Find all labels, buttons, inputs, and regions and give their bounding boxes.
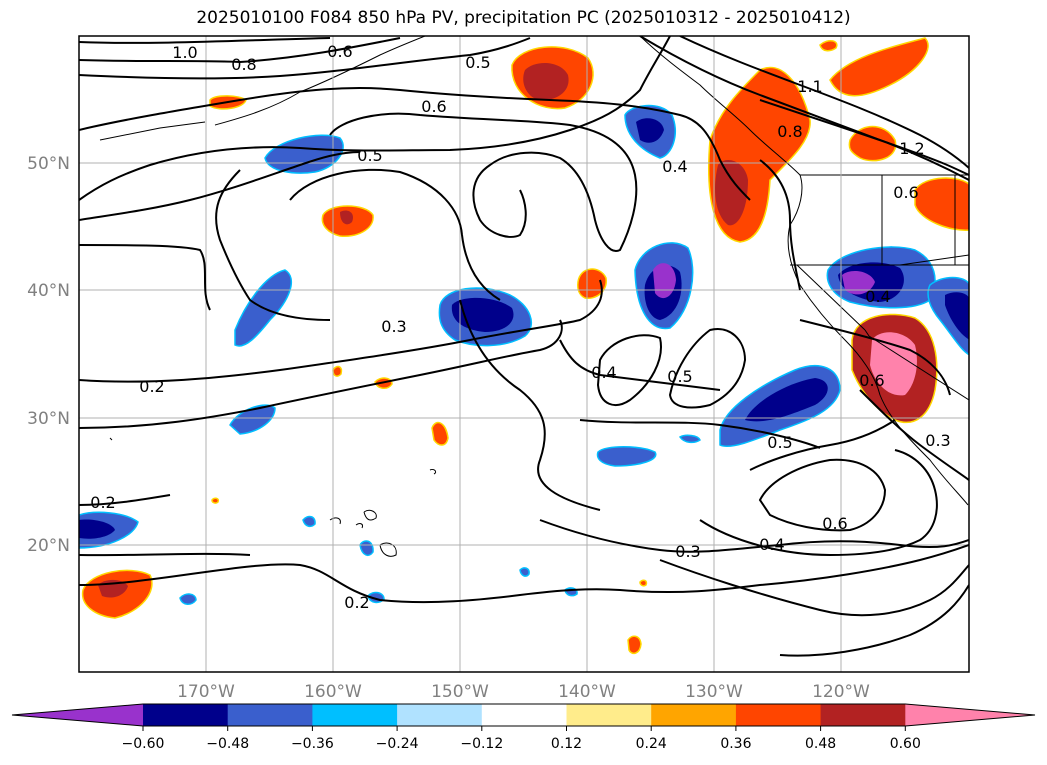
colorbar-segment	[397, 704, 483, 726]
colorbar-tick-label: 0.60	[890, 736, 921, 752]
contour-label: 0.3	[381, 317, 406, 336]
lon-label-140w: 140°W	[558, 682, 616, 702]
colorbar-tick-label: 0.48	[805, 736, 836, 752]
lat-label-40n: 40°N	[27, 281, 70, 301]
colorbar-segment	[820, 704, 906, 726]
contour-label: 0.5	[357, 146, 382, 165]
colorbar-segment	[481, 704, 567, 726]
precipitation-negative-areas	[79, 104, 969, 605]
contour-label: 0.3	[675, 542, 700, 561]
contour-label: 0.5	[667, 367, 692, 386]
map-title: 2025010100 F084 850 hPa PV, precipitatio…	[196, 8, 851, 28]
pv-contour-labels: 1.0 0.8 0.6 0.5 0.6 0.5 0.4 0.3 0.2 0.2 …	[90, 42, 950, 612]
pv-contours	[79, 36, 969, 657]
colorbar-tick-label: 0.12	[551, 736, 582, 752]
contour-label: 0.4	[662, 157, 687, 176]
contour-label: 0.4	[865, 287, 890, 306]
map-plot-area: 1.0 0.8 0.6 0.5 0.6 0.5 0.4 0.3 0.2 0.2 …	[79, 36, 969, 672]
lon-label-150w: 150°W	[431, 682, 489, 702]
colorbar-tick-label: −0.24	[376, 736, 419, 752]
gridlines	[79, 36, 969, 672]
colorbar-tick-label: −0.36	[291, 736, 334, 752]
lon-label-160w: 160°W	[304, 682, 362, 702]
colorbar-segment	[312, 704, 398, 726]
map-frame	[78, 35, 970, 673]
lon-label-120w: 120°W	[812, 682, 870, 702]
lat-label-20n: 20°N	[27, 536, 70, 556]
contour-label: 0.6	[421, 97, 446, 116]
colorbar-extend-max	[905, 704, 1035, 726]
contour-label: 1.0	[172, 43, 197, 62]
lon-label-170w: 170°W	[177, 682, 235, 702]
contour-label: 0.2	[344, 593, 369, 612]
colorbar-segment	[651, 704, 737, 726]
colorbar-tick-label: −0.60	[122, 736, 165, 752]
lat-label-50n: 50°N	[27, 154, 70, 174]
colorbar-tick-label: 0.36	[720, 736, 751, 752]
colorbar-tick-label: −0.12	[460, 736, 503, 752]
contour-label: 1.2	[899, 139, 924, 158]
contour-label: 1.1	[797, 77, 822, 96]
contour-label: 0.3	[925, 431, 950, 450]
contour-label: 0.8	[777, 122, 802, 141]
contour-label: 0.5	[465, 53, 490, 72]
contour-label: 0.5	[767, 433, 792, 452]
colorbar-segment	[735, 704, 822, 726]
colorbar-tick-label: −0.48	[206, 736, 249, 752]
lon-label-130w: 130°W	[685, 682, 743, 702]
contour-label: 0.4	[759, 535, 784, 554]
contour-label: 0.6	[893, 183, 918, 202]
colorbar-segment	[227, 704, 313, 726]
colorbar-segment	[566, 704, 652, 726]
contour-label: 0.2	[90, 493, 115, 512]
latitude-labels: 50°N 40°N 30°N 20°N	[27, 154, 70, 556]
precipitation-positive-areas	[81, 37, 969, 655]
contour-label: 0.6	[859, 371, 884, 390]
colorbar-extend-min	[12, 704, 143, 726]
colorbar: −0.60 −0.48 −0.36 −0.24 −0.12 0.12 0.24 0.36 0.4…	[11, 703, 1036, 752]
longitude-labels: 170°W 160°W 150°W 140°W 130°W 120°W	[177, 682, 870, 702]
contour-label: 0.2	[139, 377, 164, 396]
colorbar-segment	[143, 704, 229, 726]
contour-label: 0.6	[822, 514, 847, 533]
contour-label: 0.8	[231, 55, 256, 74]
colorbar-tick-label: 0.24	[636, 736, 667, 752]
contour-label: 0.6	[327, 42, 352, 61]
contour-label: 0.4	[591, 363, 616, 382]
lat-label-30n: 30°N	[27, 409, 70, 429]
